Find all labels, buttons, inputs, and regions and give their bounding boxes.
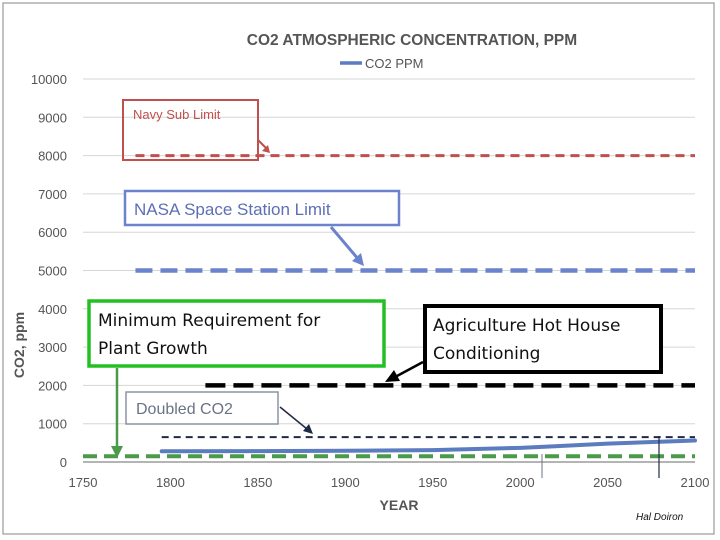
- series-layer: [159, 438, 697, 454]
- agri-callout-box: [423, 304, 663, 374]
- doubled-callout-box: [125, 391, 279, 425]
- x-tick-1950: 1950: [418, 475, 447, 490]
- series-line-co2-ppm: [159, 438, 697, 454]
- x-tick-1850: 1850: [243, 475, 272, 490]
- y-tick-5000: 5000: [38, 264, 67, 279]
- agri-callout-label: Agriculture Hot House Conditioning: [433, 316, 626, 364]
- y-tick-labels: 0 1000 2000 3000 4000 5000 6000 7000 8000 9000 100…: [31, 72, 67, 470]
- y-tick-6000: 6000: [38, 225, 67, 240]
- y-tick-2000: 2000: [38, 378, 67, 393]
- plant-arrow-head: [111, 446, 123, 458]
- agri-callout-arrow: [396, 360, 424, 378]
- chart-title: CO2 ATMOSPHERIC CONCENTRATION, PPM: [247, 32, 577, 49]
- doubled-callout-arrow: [279, 406, 308, 430]
- x-tick-2100: 2100: [681, 475, 710, 490]
- reference-lines: [83, 154, 695, 459]
- y-axis-label: CO2, ppm: [11, 312, 27, 378]
- doubled-arrow-head: [303, 424, 313, 434]
- nasa-arrow-head: [352, 253, 364, 266]
- y-tick-9000: 9000: [38, 110, 67, 125]
- x-tick-2000: 2000: [506, 475, 535, 490]
- navy-callout-box: [122, 99, 259, 161]
- y-tick-3000: 3000: [38, 340, 67, 355]
- x-tick-labels: 1750 1800 1850 1900 1950 2000 2050 2100: [69, 475, 710, 490]
- plant-callout-label: Minimum Requirement for Plant Growth: [98, 311, 326, 359]
- navy-arrow-head: [262, 145, 270, 153]
- nasa-callout-label: NASA Space Station Limit: [134, 200, 331, 219]
- plant-callout-box: [87, 299, 386, 368]
- x-tick-1800: 1800: [156, 475, 185, 490]
- y-tick-8000: 8000: [38, 149, 67, 164]
- x-axis-label: YEAR: [380, 497, 419, 513]
- y-tick-10000: 10000: [31, 72, 67, 87]
- agri-arrow-head: [385, 370, 400, 382]
- x-tick-2050: 2050: [593, 475, 622, 490]
- doubled-callout-label: Doubled CO2: [136, 401, 233, 418]
- x-tick-1900: 1900: [331, 475, 360, 490]
- y-tick-7000: 7000: [38, 187, 67, 202]
- credit-label: Hal Doiron: [636, 512, 684, 523]
- nasa-callout-arrow: [329, 226, 361, 261]
- x-tick-1750: 1750: [69, 475, 98, 490]
- nasa-callout-box: [123, 189, 401, 227]
- y-tick-0: 0: [60, 455, 67, 470]
- y-tick-1000: 1000: [38, 417, 67, 432]
- navy-callout-label: Navy Sub Limit: [133, 107, 221, 122]
- legend-label: CO2 PPM: [365, 56, 424, 71]
- y-tick-4000: 4000: [38, 302, 67, 317]
